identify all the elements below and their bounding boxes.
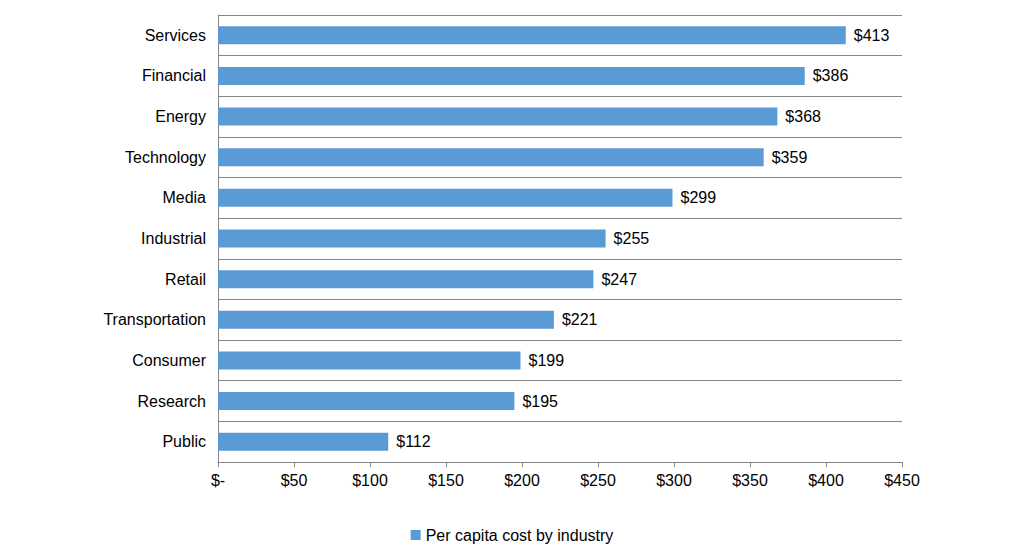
svg-text:$221: $221 <box>562 311 598 328</box>
svg-text:$247: $247 <box>601 271 637 288</box>
svg-text:Services: Services <box>145 27 206 44</box>
svg-text:Technology: Technology <box>125 149 206 166</box>
svg-text:$200: $200 <box>504 472 540 489</box>
svg-text:Per capita cost by industry: Per capita cost by industry <box>426 527 614 544</box>
svg-text:Energy: Energy <box>155 108 206 125</box>
svg-text:$350: $350 <box>732 472 768 489</box>
svg-text:$-: $- <box>211 472 225 489</box>
svg-text:$199: $199 <box>528 352 564 369</box>
svg-text:Public: Public <box>162 433 206 450</box>
svg-text:$100: $100 <box>352 472 388 489</box>
svg-text:Transportation: Transportation <box>103 311 206 328</box>
svg-text:$368: $368 <box>785 108 821 125</box>
svg-text:$255: $255 <box>614 230 650 247</box>
svg-text:Consumer: Consumer <box>132 352 206 369</box>
svg-text:Media: Media <box>162 189 206 206</box>
svg-text:$195: $195 <box>522 393 558 410</box>
svg-text:$359: $359 <box>772 149 808 166</box>
svg-text:$413: $413 <box>854 27 890 44</box>
svg-text:$50: $50 <box>281 472 308 489</box>
svg-text:$400: $400 <box>808 472 844 489</box>
svg-text:$112: $112 <box>396 433 431 450</box>
svg-text:Retail: Retail <box>165 271 206 288</box>
svg-text:Financial: Financial <box>142 67 206 84</box>
svg-text:$150: $150 <box>428 472 464 489</box>
svg-text:$250: $250 <box>580 472 616 489</box>
svg-text:Research: Research <box>138 393 206 410</box>
svg-text:$300: $300 <box>656 472 692 489</box>
svg-text:$386: $386 <box>813 67 849 84</box>
svg-text:$299: $299 <box>680 189 716 206</box>
svg-text:$450: $450 <box>884 472 920 489</box>
svg-text:Industrial: Industrial <box>141 230 206 247</box>
